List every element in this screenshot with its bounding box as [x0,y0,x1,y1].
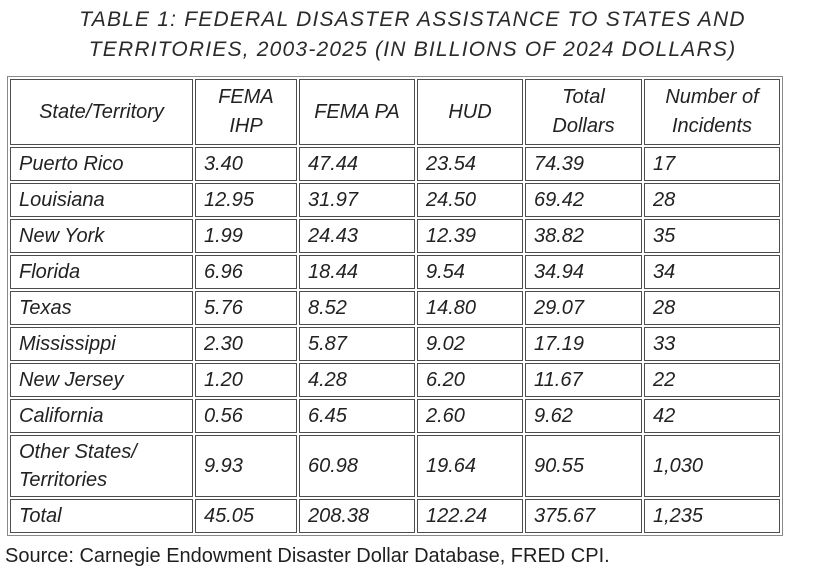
fema-ihp-cell: 6.96 [195,255,297,289]
total-dollars-cell: 74.39 [525,147,642,181]
state-cell: Mississippi [10,327,193,361]
hud-cell: 2.60 [417,399,523,433]
fema-pa-cell: 31.97 [299,183,415,217]
col-header-hud: HUD [417,79,523,145]
state-cell: Louisiana [10,183,193,217]
col-header-total-dollars: Total Dollars [525,79,642,145]
hud-cell: 14.80 [417,291,523,325]
col-header-fema-pa: FEMA PA [299,79,415,145]
fema-ihp-cell: 45.05 [195,499,297,533]
incidents-cell: 42 [644,399,780,433]
table-title-line2: TERRITORIES, 2003-2025 (IN BILLIONS OF 2… [88,38,737,61]
hud-cell: 9.54 [417,255,523,289]
col-header-number-of-incidents: Number of Incidents [644,79,780,145]
fema-pa-cell: 18.44 [299,255,415,289]
fema-ihp-cell: 1.20 [195,363,297,397]
col-header-fema-ihp: FEMA IHP [195,79,297,145]
hud-cell: 122.24 [417,499,523,533]
incidents-cell: 35 [644,219,780,253]
table-row-new-york: New York 1.99 24.43 12.39 38.82 35 [10,219,780,253]
table-row-mississippi: Mississippi 2.30 5.87 9.02 17.19 33 [10,327,780,361]
fema-pa-cell: 208.38 [299,499,415,533]
fema-ihp-cell: 3.40 [195,147,297,181]
total-dollars-cell: 375.67 [525,499,642,533]
header-row: State/Territory FEMA IHP FEMA PA HUD Tot… [10,79,780,145]
state-cell: Other States/ Territories [10,435,193,497]
fema-ihp-cell: 5.76 [195,291,297,325]
total-dollars-cell: 69.42 [525,183,642,217]
table-row-new-jersey: New Jersey 1.20 4.28 6.20 11.67 22 [10,363,780,397]
fema-ihp-cell: 9.93 [195,435,297,497]
fema-pa-cell: 8.52 [299,291,415,325]
incidents-cell: 1,030 [644,435,780,497]
total-dollars-cell: 29.07 [525,291,642,325]
fema-pa-cell: 4.28 [299,363,415,397]
table-title: TABLE 1: FEDERAL DISASTER ASSISTANCE TO … [0,0,825,65]
table-row-puerto-rico: Puerto Rico 3.40 47.44 23.54 74.39 17 [10,147,780,181]
incidents-cell: 34 [644,255,780,289]
hud-cell: 19.64 [417,435,523,497]
state-cell: New York [10,219,193,253]
fema-pa-cell: 47.44 [299,147,415,181]
incidents-cell: 28 [644,291,780,325]
col-header-state-territory: State/Territory [10,79,193,145]
hud-cell: 24.50 [417,183,523,217]
state-cell: California [10,399,193,433]
total-dollars-cell: 90.55 [525,435,642,497]
hud-cell: 9.02 [417,327,523,361]
source-note: Source: Carnegie Endowment Disaster Doll… [5,545,610,567]
fema-pa-cell: 6.45 [299,399,415,433]
table-row-other-states-territories: Other States/ Territories 9.93 60.98 19.… [10,435,780,497]
state-cell: Puerto Rico [10,147,193,181]
total-dollars-cell: 9.62 [525,399,642,433]
table-row-total: Total 45.05 208.38 122.24 375.67 1,235 [10,499,780,533]
fema-pa-cell: 24.43 [299,219,415,253]
fema-ihp-cell: 12.95 [195,183,297,217]
incidents-cell: 22 [644,363,780,397]
hud-cell: 12.39 [417,219,523,253]
table-title-line1: TABLE 1: FEDERAL DISASTER ASSISTANCE TO … [79,8,746,31]
incidents-cell: 17 [644,147,780,181]
total-dollars-cell: 17.19 [525,327,642,361]
table-row-texas: Texas 5.76 8.52 14.80 29.07 28 [10,291,780,325]
hud-cell: 23.54 [417,147,523,181]
incidents-cell: 33 [644,327,780,361]
table-row-louisiana: Louisiana 12.95 31.97 24.50 69.42 28 [10,183,780,217]
fema-pa-cell: 5.87 [299,327,415,361]
total-dollars-cell: 34.94 [525,255,642,289]
fema-ihp-cell: 0.56 [195,399,297,433]
state-cell: Florida [10,255,193,289]
state-cell: Texas [10,291,193,325]
table-row-california: California 0.56 6.45 2.60 9.62 42 [10,399,780,433]
state-cell: Total [10,499,193,533]
fema-pa-cell: 60.98 [299,435,415,497]
fema-ihp-cell: 1.99 [195,219,297,253]
total-dollars-cell: 11.67 [525,363,642,397]
disaster-assistance-table: State/Territory FEMA IHP FEMA PA HUD Tot… [7,76,783,536]
fema-ihp-cell: 2.30 [195,327,297,361]
hud-cell: 6.20 [417,363,523,397]
incidents-cell: 1,235 [644,499,780,533]
table-row-florida: Florida 6.96 18.44 9.54 34.94 34 [10,255,780,289]
state-cell: New Jersey [10,363,193,397]
total-dollars-cell: 38.82 [525,219,642,253]
incidents-cell: 28 [644,183,780,217]
